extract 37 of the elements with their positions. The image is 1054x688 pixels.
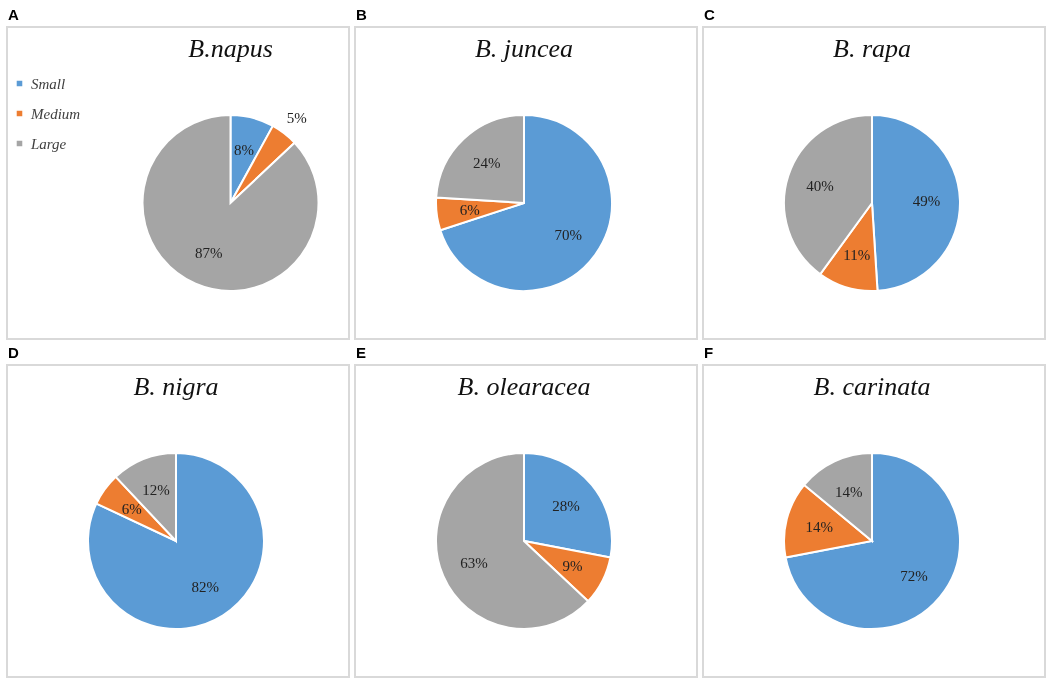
data-label: 72% xyxy=(900,567,928,584)
data-label: 14% xyxy=(835,483,863,500)
chart-title: B. carinata xyxy=(813,372,931,401)
chart-title: B. juncea xyxy=(474,34,574,63)
chart-title: B. nigra xyxy=(133,372,219,401)
data-label: 70% xyxy=(554,227,582,244)
data-label: 12% xyxy=(142,482,170,499)
text: B xyxy=(355,5,368,25)
text: D xyxy=(7,343,20,363)
data-label: 5% xyxy=(286,109,307,126)
text: A xyxy=(7,5,20,25)
data-label: 24% xyxy=(472,155,501,172)
data-label: 6% xyxy=(121,500,142,517)
pie-slice xyxy=(784,452,961,630)
data-label: 6% xyxy=(459,201,480,218)
data-label: 8% xyxy=(234,142,255,159)
data-label: 82% xyxy=(191,579,219,596)
text: E xyxy=(355,343,367,363)
chart-title: B. olearacea xyxy=(457,372,591,401)
legend-label: Small xyxy=(31,75,66,92)
data-label: 49% xyxy=(912,193,941,210)
text: F xyxy=(703,343,715,363)
legend-label: Medium xyxy=(30,105,81,122)
data-label: 14% xyxy=(805,519,833,536)
pie-slice xyxy=(439,114,613,292)
pie-slice xyxy=(87,452,265,630)
data-label: 63% xyxy=(460,554,488,571)
data-label: 87% xyxy=(195,245,223,262)
text: C xyxy=(703,5,716,25)
data-label: 9% xyxy=(562,557,583,574)
data-label: 40% xyxy=(806,178,834,195)
data-label: 11% xyxy=(843,247,871,264)
chart-title: B.napus xyxy=(188,34,273,63)
legend-label: Large xyxy=(30,135,67,152)
chart-title: B. rapa xyxy=(833,34,911,63)
pie-slice xyxy=(141,114,320,292)
data-label: 28% xyxy=(552,498,580,515)
